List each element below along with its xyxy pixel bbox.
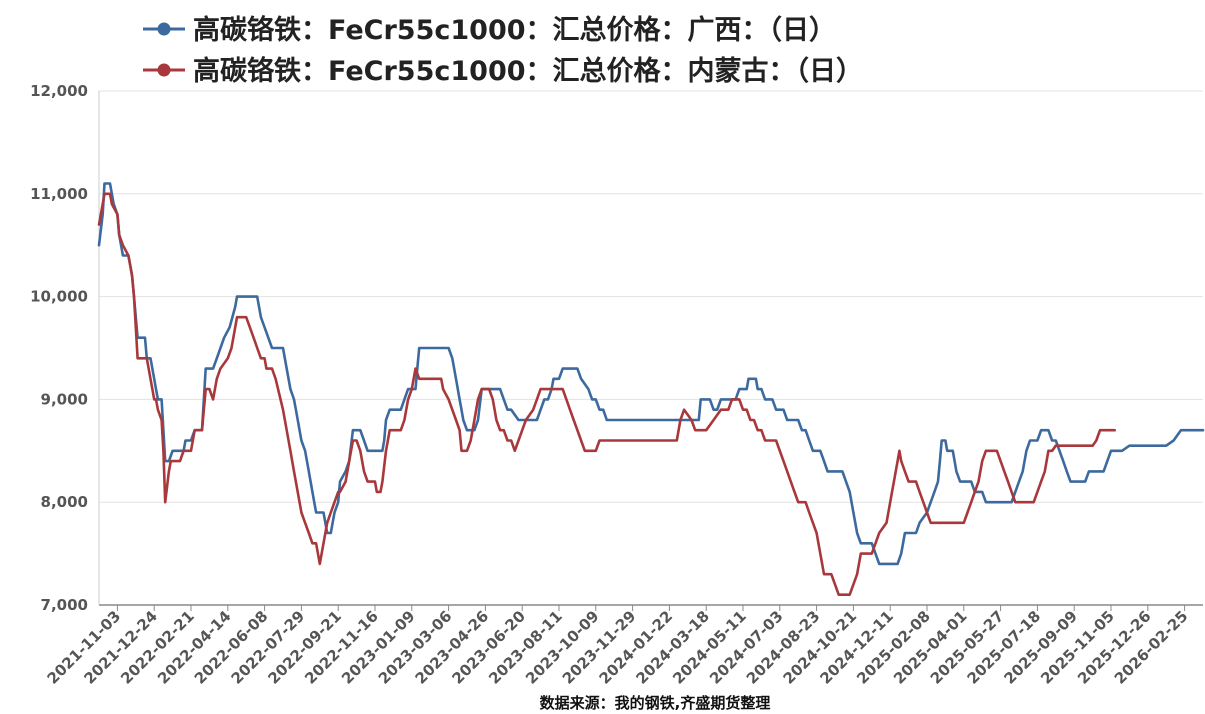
gridlines <box>99 90 1203 606</box>
legend-label-guangxi: 高碳铬铁：FeCr55c1000：汇总价格：广西：（日） <box>193 14 836 46</box>
series-line-1 <box>97 192 1116 596</box>
legend-label-neimenggu: 高碳铬铁：FeCr55c1000：汇总价格：内蒙古：（日） <box>193 55 863 87</box>
y-tick-label: 8,000 <box>41 493 88 511</box>
y-tick-label: 7,000 <box>41 596 88 614</box>
legend-item-neimenggu[interactable]: 高碳铬铁：FeCr55c1000：汇总价格：内蒙古：（日） <box>143 55 863 87</box>
y-tick-label: 12,000 <box>30 82 88 100</box>
x-axis: 2021-11-032021-12-242022-02-212022-04-14… <box>44 91 1203 688</box>
y-tick-label: 10,000 <box>30 288 88 306</box>
data-source-note: 数据来源：我的钢铁,齐盛期货整理 <box>540 694 771 712</box>
y-tick-label: 11,000 <box>30 185 88 203</box>
legend: 高碳铬铁：FeCr55c1000：汇总价格：广西：（日） 高碳铬铁：FeCr55… <box>143 14 863 87</box>
series-lines <box>97 182 1205 596</box>
legend-item-guangxi[interactable]: 高碳铬铁：FeCr55c1000：汇总价格：广西：（日） <box>143 14 836 46</box>
y-tick-label: 9,000 <box>41 390 88 408</box>
series-line-0 <box>97 182 1205 566</box>
y-axis-ticks: 12,000 11,000 10,000 9,000 8,000 7,000 <box>30 82 88 614</box>
legend-marker-guangxi <box>157 22 171 36</box>
legend-marker-neimenggu <box>157 63 171 77</box>
